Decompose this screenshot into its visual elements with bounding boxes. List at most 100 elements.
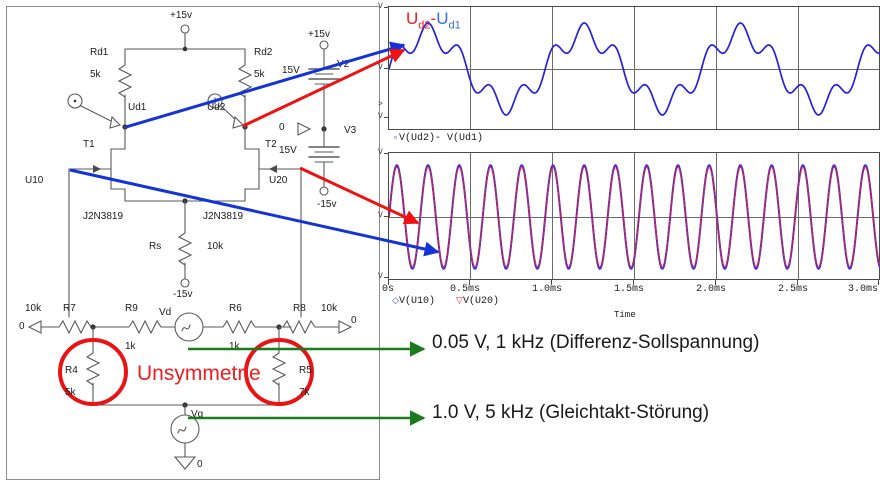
xtickmark-5: [797, 280, 798, 285]
label-rs: Rs: [149, 241, 162, 252]
xtickmark-6: [878, 280, 879, 285]
legend-bottom-u10: ◇V(U10): [392, 296, 435, 307]
label-v3: V3: [344, 125, 357, 136]
label-net-ud2: Ud2: [207, 102, 226, 113]
xtick-label-3: 1.5ms: [614, 284, 645, 295]
annotation-differential-signal: 0.05 V, 1 kHz (Differenz-Sollspannung): [432, 332, 760, 353]
label-rd1-value: 5k: [90, 69, 101, 80]
xaxis-title: Time: [614, 310, 636, 320]
gridline-x-1.0: [552, 7, 553, 129]
label-v3-value: 15V: [279, 145, 297, 156]
legend-bottom-u20: ▽V(U20): [456, 296, 499, 307]
label-rd2-value: 5k: [254, 69, 265, 80]
label-net-u10: U10: [25, 175, 44, 186]
plot-common-mode: [388, 152, 880, 280]
legend-top: ▫V(Ud2)- V(Ud1): [392, 133, 483, 144]
waveform-u10-u20: [389, 164, 880, 270]
label-r8: R8: [293, 303, 306, 314]
gridline-x-0.5: [470, 7, 471, 129]
label-r7: R7: [63, 303, 76, 314]
legend-square-icon: ▫: [392, 133, 399, 143]
ytickmark-bot-1: [384, 153, 389, 154]
title-ud1: Ud1: [436, 9, 461, 32]
xtickmark-2: [551, 280, 552, 285]
plot-title-differential: Ud2-Ud1: [406, 9, 461, 31]
asymmetry-circle-left: [58, 338, 128, 406]
label-v2-value: 15V: [282, 65, 300, 76]
ytickmark-top-1: [384, 7, 389, 8]
xtick-label-1: 0.5ms: [450, 284, 481, 295]
zero-axis-line-2: [389, 217, 879, 218]
xtick-label-4: 2.0ms: [696, 284, 727, 295]
label-r9-value: 1k: [125, 341, 136, 352]
label-r5: R5: [299, 365, 312, 376]
ytick-top-3: V: [378, 112, 383, 121]
label-t1-model: J2N3819: [83, 211, 124, 222]
label-rd1: Rd1: [90, 47, 109, 58]
ytick-top-1: V: [378, 2, 383, 11]
label-r4: R4: [65, 365, 78, 376]
ytickmark-top-2: [384, 68, 389, 69]
xtick-label-5: 2.5ms: [778, 284, 809, 295]
label-port-left-0: 0: [19, 321, 25, 332]
legend-diamond-icon: ◇: [392, 296, 399, 306]
label-v3-mid: 0: [279, 122, 285, 133]
label-r6-value: 1k: [229, 341, 240, 352]
label-vd: Vd: [159, 307, 172, 318]
label-v2: V2: [337, 59, 350, 70]
label-r6: R6: [229, 303, 242, 314]
ytick-bot-3: V: [378, 272, 383, 281]
ytickmark-bot-3: [384, 277, 389, 278]
legend-u20-label: V(U20): [463, 296, 500, 307]
label-r4-value: 5k: [65, 387, 76, 398]
xtick-label-2: 1.0ms: [532, 284, 563, 295]
label-rd2: Rd2: [254, 47, 273, 58]
annotation-common-mode-signal: 1.0 V, 5 kHz (Gleichtakt-Störung): [432, 402, 710, 423]
label-rs-value: 10k: [207, 241, 224, 252]
title-minus: -: [430, 9, 437, 28]
label-vg: Vg: [191, 409, 204, 420]
gridline2-x-2.5: [798, 153, 799, 279]
label-net-ud1: Ud1: [128, 102, 147, 113]
label-r5-value: 7k: [299, 387, 310, 398]
ytick-bot-2: V: [378, 211, 383, 220]
gridline2-x-0.5: [470, 153, 471, 279]
label-port-right-0: 0: [351, 315, 357, 326]
legend-top-label: V(Ud2)- V(Ud1): [399, 133, 484, 144]
gridline-x-1.5: [634, 7, 635, 129]
gridline-x-2.5: [798, 7, 799, 129]
legend-triangle-icon: ▽: [456, 296, 463, 306]
unsymmetrie-callout: Unsymmetrie: [137, 362, 261, 385]
label-t2: T2: [265, 139, 277, 150]
probe-plots-panel: Ud2-Ud1 V V V > ▫V(Ud2)- V(Ud1) V V V: [378, 0, 880, 330]
waveform-ud2-minus-ud1: [389, 22, 880, 116]
label-v2-rail: +15v: [308, 29, 330, 40]
gridline-x-2.0: [716, 7, 717, 129]
xtickmark-0: [388, 280, 389, 285]
plot-differential: [388, 6, 880, 130]
label-r9: R9: [125, 303, 138, 314]
yaxis-expand-symbol: >: [378, 100, 383, 109]
label-top-supply: +15v: [170, 10, 192, 21]
legend-u10-label: V(U10): [399, 296, 436, 307]
gridline2-x-1.0: [552, 153, 553, 279]
gridline2-x-1.5: [634, 153, 635, 279]
label-t2-model: J2N3819: [203, 211, 244, 222]
xtickmark-4: [715, 280, 716, 285]
label-r8-value: 10k: [321, 303, 338, 314]
schematic-panel: +15v Rd1 5k Rd2 5k Ud1 Ud2 T1 T2 U10 U20…: [6, 6, 380, 480]
xtickmark-1: [469, 280, 470, 285]
label-t1: T1: [83, 139, 95, 150]
zero-axis-line: [389, 69, 879, 70]
label-r7-value: 10k: [25, 303, 42, 314]
title-ud2: Ud2: [406, 9, 431, 32]
ytick-top-2: V: [378, 63, 383, 72]
ytick-bot-1: V: [378, 148, 383, 157]
label-source-rail: -15v: [173, 289, 193, 300]
label-ground-0: 0: [197, 459, 203, 470]
ytickmark-top-3: [384, 117, 389, 118]
xtick-label-6: 3.0ms: [848, 284, 879, 295]
xtick-label-0: 0s: [382, 284, 395, 295]
label-v3-rail: -15v: [317, 199, 337, 210]
xtickmark-3: [633, 280, 634, 285]
